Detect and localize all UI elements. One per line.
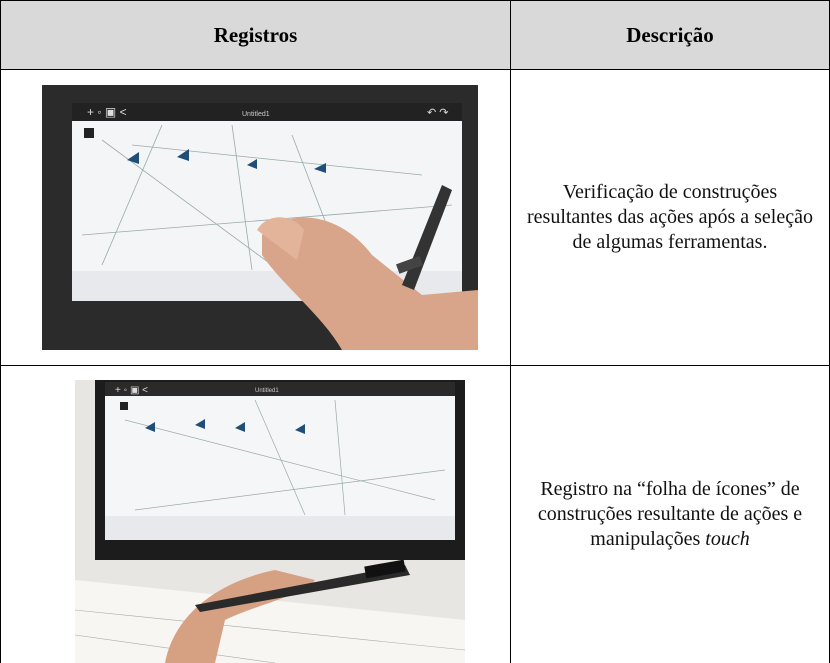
svg-text:↶ ↷: ↶ ↷ xyxy=(427,107,449,119)
screen-title: Untitled1 xyxy=(242,111,270,118)
description: Registro na “folha de ícones” de constru… xyxy=(519,477,821,552)
description-italic: touch xyxy=(705,528,750,550)
border xyxy=(0,0,830,1)
screen-title: Untitled1 xyxy=(255,388,279,394)
photo: + ◦ ▣ < Untitled1 ↶ ↷ xyxy=(42,85,478,350)
border xyxy=(510,0,511,663)
border xyxy=(0,0,1,663)
description: Verificação de construções resultantes d… xyxy=(527,181,813,253)
svg-text:+ ◦ ▣ <: + ◦ ▣ < xyxy=(115,385,148,396)
description-cell: Registro na “folha de ícones” de constru… xyxy=(511,366,829,663)
border xyxy=(0,365,830,366)
description-text: Registro na “folha de ícones” de constru… xyxy=(537,478,803,550)
header-cell: Registros xyxy=(1,1,510,69)
svg-text:+ ◦ ▣ <: + ◦ ▣ < xyxy=(87,105,127,119)
header-cell: Descrição xyxy=(511,1,829,69)
photo: + ◦ ▣ < Untitled1 xyxy=(75,380,465,663)
border xyxy=(0,69,830,70)
description-cell: Verificação de construções resultantes d… xyxy=(511,70,829,365)
